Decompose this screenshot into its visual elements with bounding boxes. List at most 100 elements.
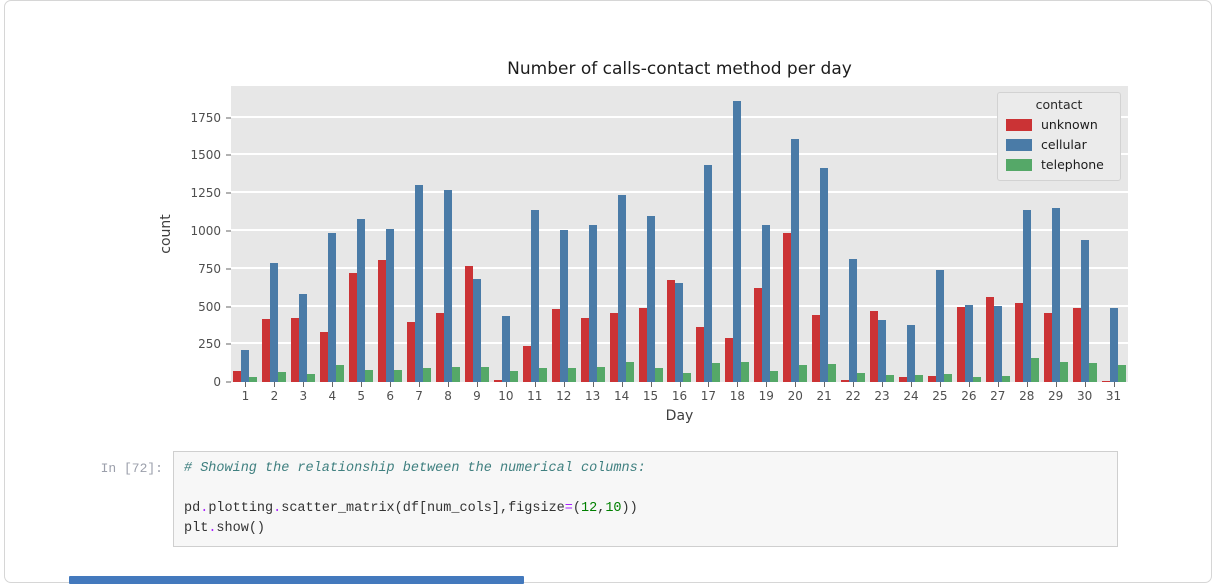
bar-cellular: [530, 209, 539, 382]
code-token-text: pd: [184, 501, 201, 516]
bar-unknown: [262, 319, 271, 382]
bar-cellular: [935, 270, 944, 382]
bar-group-day-24: [897, 86, 926, 382]
bar-unknown: [754, 287, 763, 382]
bar-unknown: [493, 379, 502, 382]
x-tick-mark: [476, 382, 478, 387]
bar-cellular: [415, 184, 424, 382]
code-token-text: scatter_matrix(df[num_cols],figsize: [281, 501, 565, 516]
bar-telephone: [886, 375, 895, 382]
x-tick-mark: [737, 382, 739, 387]
bar-telephone: [365, 370, 374, 382]
bar-cellular: [791, 138, 800, 382]
x-tick-label: 14: [613, 389, 630, 403]
bar-group-day-29: [1041, 86, 1070, 382]
bar-unknown: [1014, 302, 1023, 382]
input-prompt: In [72]:: [100, 461, 163, 476]
bar-unknown: [378, 260, 387, 382]
bar-cellular: [906, 324, 915, 382]
y-tick-label: 1250: [190, 186, 221, 201]
y-tick-mark: [226, 268, 231, 270]
y-tick-label: 1500: [190, 148, 221, 163]
x-tick-label: 10: [498, 389, 514, 403]
x-tick-mark: [332, 382, 334, 387]
bar-group-day-22: [839, 86, 868, 382]
bar-group-day-21: [810, 86, 839, 382]
bar-telephone: [278, 372, 287, 382]
x-tick-mark: [361, 382, 363, 387]
x-tick-mark: [882, 382, 884, 387]
bar-group-day-26: [954, 86, 983, 382]
y-tick-mark: [226, 230, 231, 232]
code-token-text: show(): [216, 521, 266, 536]
bar-group-day-17: [694, 86, 723, 382]
bar-group-day-19: [752, 86, 781, 382]
bar-cellular: [299, 293, 308, 382]
x-tick-mark: [1055, 382, 1057, 387]
bar-unknown: [725, 338, 734, 382]
bar-telephone: [741, 361, 750, 382]
bar-cellular: [820, 167, 829, 382]
bar-group-day-23: [868, 86, 897, 382]
legend-row-unknown: unknown: [1006, 117, 1112, 132]
bar-unknown: [841, 379, 850, 382]
x-tick-mark: [910, 382, 912, 387]
bar-cellular: [588, 224, 597, 382]
bar-telephone: [683, 372, 692, 382]
y-tick-label: 500: [198, 299, 221, 314]
bar-cellular: [704, 165, 713, 382]
x-tick-label: 16: [671, 389, 688, 403]
x-tick-mark: [824, 382, 826, 387]
y-tick-mark: [226, 117, 231, 119]
y-tick-label: 1750: [190, 110, 221, 125]
bar-group-day-8: [434, 86, 463, 382]
bar-group-day-25: [925, 86, 954, 382]
bar-unknown: [407, 321, 416, 382]
horizontal-scrollbar[interactable]: [69, 576, 524, 584]
bar-unknown: [783, 232, 792, 382]
bar-group-day-18: [723, 86, 752, 382]
bar-group-day-15: [636, 86, 665, 382]
legend-swatch-unknown: [1006, 118, 1032, 131]
bar-telephone: [452, 366, 460, 382]
x-tick-mark: [939, 382, 941, 387]
x-tick-label: 23: [874, 389, 890, 403]
bar-cellular: [472, 278, 481, 382]
x-tick-label: 28: [1019, 389, 1035, 403]
bar-unknown: [436, 312, 444, 382]
bar-cellular: [559, 230, 568, 382]
code-editor[interactable]: # Showing the relationship between the n…: [173, 451, 1118, 547]
x-tick-mark: [245, 382, 247, 387]
x-tick-label: 15: [642, 389, 659, 403]
code-line: # Showing the relationship between the n…: [184, 459, 1107, 479]
legend: contact unknown cellular telephone: [997, 92, 1121, 181]
bar-cellular: [1080, 240, 1089, 382]
x-tick-label: 1: [241, 389, 250, 403]
bar-unknown: [1072, 308, 1081, 382]
bar-telephone: [1117, 365, 1126, 382]
bar-unknown: [667, 280, 676, 382]
bar-telephone: [1059, 362, 1068, 382]
bar-group-day-11: [520, 86, 549, 382]
notebook-page: Number of calls-contact method per day c…: [4, 0, 1212, 584]
x-axis-label: Day: [665, 408, 694, 424]
bar-telephone: [538, 368, 547, 382]
bar-cellular: [1109, 308, 1118, 382]
bar-telephone: [249, 377, 258, 382]
bar-unknown: [580, 317, 589, 382]
legend-label: cellular: [1041, 137, 1087, 152]
bar-cellular: [646, 215, 655, 382]
bar-unknown: [1043, 313, 1052, 382]
y-tick-mark: [226, 306, 231, 307]
code-token-operator: .: [273, 501, 282, 516]
bar-group-day-4: [318, 86, 347, 382]
x-tick-mark: [1084, 382, 1086, 387]
bar-cellular: [993, 305, 1002, 382]
bar-cellular: [675, 283, 684, 382]
bar-unknown: [927, 375, 936, 382]
y-axis-ticks: 0 250 500 750 1000 1250 1500 1750: [161, 86, 231, 389]
x-tick-label: 17: [700, 389, 717, 403]
x-tick-mark: [1026, 382, 1028, 387]
bar-group-day-14: [607, 86, 636, 382]
legend-swatch-telephone: [1006, 158, 1032, 171]
